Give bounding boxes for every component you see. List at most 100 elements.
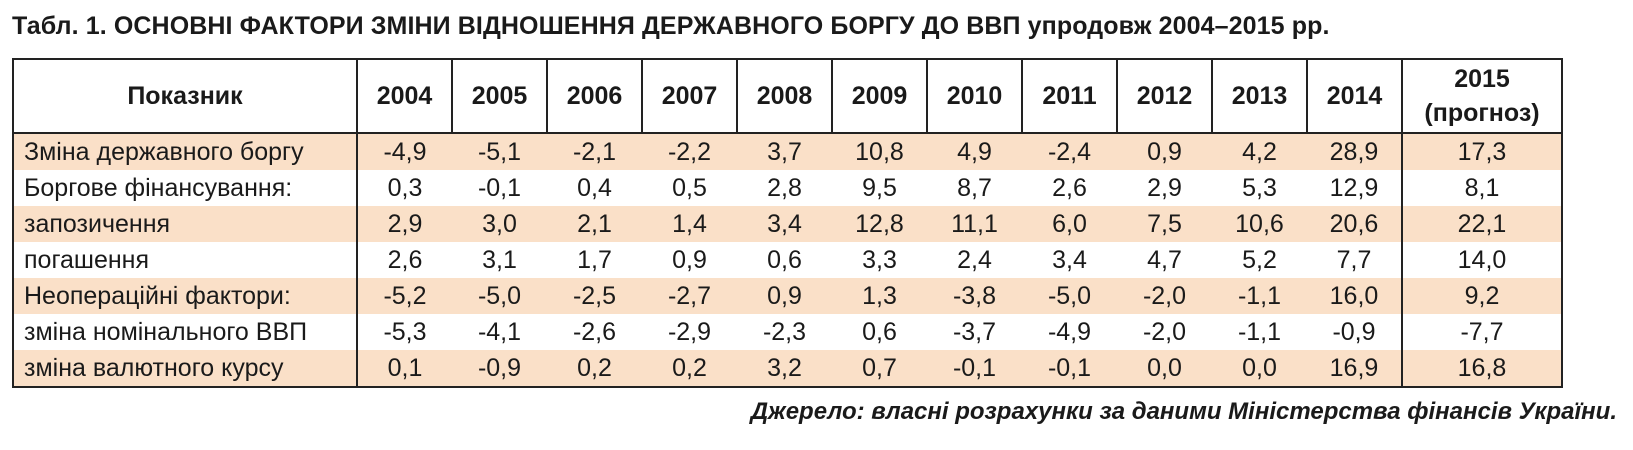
table-container: Показник 2004 2005 2006 2007 2008 2009 2… [12, 58, 1563, 388]
table-cell: 0,6 [832, 314, 927, 350]
table-body: Зміна державного боргу -4,9 -5,1 -2,1 -2,2 3,… [13, 133, 1562, 387]
header-year: 2010 [927, 59, 1023, 134]
table-cell: -0,1 [927, 350, 1022, 387]
table-cell: 4,9 [927, 133, 1022, 170]
table-cell: -0,9 [452, 350, 547, 387]
header-year: 2013 [1212, 59, 1308, 134]
table-cell: 0,0 [1117, 350, 1212, 387]
table-title: Табл. 1. ОСНОВНІ ФАКТОРИ ЗМІНИ ВІДНОШЕНН… [12, 12, 1330, 40]
table-cell: 5,3 [1212, 170, 1307, 206]
table-cell: 9,5 [832, 170, 927, 206]
table-cell: 3,1 [452, 242, 547, 278]
table-cell: 0,9 [1117, 133, 1212, 170]
table-cell: 2,9 [1117, 170, 1212, 206]
header-row: Показник 2004 2005 2006 2007 2008 2009 2… [13, 59, 1562, 134]
table-cell: 0,1 [357, 350, 452, 387]
table-cell: -2,0 [1117, 278, 1212, 314]
table-cell: -2,1 [547, 133, 642, 170]
header-year-2015: 2015 [1454, 65, 1510, 93]
table-cell: 17,3 [1402, 133, 1562, 170]
table-cell: 14,0 [1402, 242, 1562, 278]
table-cell: -7,7 [1402, 314, 1562, 350]
table-cell: 0,3 [357, 170, 452, 206]
table-cell: 0,9 [642, 242, 737, 278]
table-cell: 16,9 [1307, 350, 1403, 387]
table-cell: 28,9 [1307, 133, 1403, 170]
table-cell: 10,8 [832, 133, 927, 170]
table-cell: -2,4 [1022, 133, 1117, 170]
table-cell: 0,0 [1212, 350, 1307, 387]
table-cell: -0,1 [452, 170, 547, 206]
table-cell: -1,1 [1212, 278, 1307, 314]
table-cell: 12,8 [832, 206, 927, 242]
table-cell: 3,7 [737, 133, 832, 170]
table-cell: 12,9 [1307, 170, 1403, 206]
row-label: зміна номінального ВВП [13, 314, 358, 350]
table-cell: -3,7 [927, 314, 1022, 350]
table-cell: -2,7 [642, 278, 737, 314]
table-cell: -5,0 [452, 278, 547, 314]
table-row: Неопераційні фактори: -5,2 -5,0 -2,5 -2,7 0,9… [13, 278, 1562, 314]
table-cell: 0,7 [832, 350, 927, 387]
table-cell: -2,3 [737, 314, 832, 350]
table-cell: 8,7 [927, 170, 1022, 206]
table-cell: -4,9 [357, 133, 452, 170]
table-cell: -5,0 [1022, 278, 1117, 314]
table-row: Боргове фінансування: 0,3 -0,1 0,4 0,5 2,8 9,5… [13, 170, 1562, 206]
table-cell: 16,8 [1402, 350, 1562, 387]
header-year: 2008 [737, 59, 833, 134]
table-cell: 3,2 [737, 350, 832, 387]
table-cell: 0,5 [642, 170, 737, 206]
header-year: 2009 [832, 59, 928, 134]
table-cell: 4,7 [1117, 242, 1212, 278]
table-cell: 1,4 [642, 206, 737, 242]
table-cell: 9,2 [1402, 278, 1562, 314]
debt-factors-table: Показник 2004 2005 2006 2007 2008 2009 2… [12, 58, 1563, 388]
table-cell: -2,6 [547, 314, 642, 350]
table-cell: 5,2 [1212, 242, 1307, 278]
table-cell: 4,2 [1212, 133, 1307, 170]
table-cell: 7,5 [1117, 206, 1212, 242]
table-cell: 11,1 [927, 206, 1022, 242]
header-year: 2011 [1022, 59, 1118, 134]
table-cell: 6,0 [1022, 206, 1117, 242]
table-cell: 10,6 [1212, 206, 1307, 242]
header-year: 2006 [547, 59, 643, 134]
header-year: 2007 [642, 59, 738, 134]
table-cell: -2,2 [642, 133, 737, 170]
table-cell: -0,9 [1307, 314, 1403, 350]
row-label: Боргове фінансування: [13, 170, 358, 206]
source-note: Джерело: власні розрахунки за даними Мін… [750, 398, 1617, 425]
table-cell: 3,4 [1022, 242, 1117, 278]
table-row: Зміна державного боргу -4,9 -5,1 -2,1 -2,2 3,… [13, 133, 1562, 170]
table-cell: -0,1 [1022, 350, 1117, 387]
header-forecast-note: (прогноз) [1424, 99, 1540, 127]
table-cell: 1,3 [832, 278, 927, 314]
table-cell: -5,1 [452, 133, 547, 170]
header-year: 2012 [1117, 59, 1213, 134]
header-year-forecast: 2015 (прогноз) [1402, 59, 1562, 134]
table-cell: 0,6 [737, 242, 832, 278]
header-indicator: Показник [13, 59, 358, 134]
table-cell: 0,4 [547, 170, 642, 206]
table-cell: 2,6 [357, 242, 452, 278]
row-label: погашення [13, 242, 358, 278]
table-row: зміна номінального ВВП -5,3 -4,1 -2,6 -2,9 -2… [13, 314, 1562, 350]
table-cell: -4,1 [452, 314, 547, 350]
header-year: 2005 [452, 59, 548, 134]
table-row: зміна валютного курсу 0,1 -0,9 0,2 0,2 3,2 0,7… [13, 350, 1562, 387]
table-cell: 2,1 [547, 206, 642, 242]
row-label: запозичення [13, 206, 358, 242]
table-cell: -2,0 [1117, 314, 1212, 350]
header-year: 2014 [1307, 59, 1403, 134]
table-cell: 3,4 [737, 206, 832, 242]
table-row: запозичення 2,9 3,0 2,1 1,4 3,4 12,8 11,1 6,0 7,5… [13, 206, 1562, 242]
table-cell: -4,9 [1022, 314, 1117, 350]
table-cell: -3,8 [927, 278, 1022, 314]
table-cell: -5,2 [357, 278, 452, 314]
table-cell: 1,7 [547, 242, 642, 278]
table-cell: 7,7 [1307, 242, 1403, 278]
table-cell: 22,1 [1402, 206, 1562, 242]
table-cell: 0,2 [547, 350, 642, 387]
table-cell: 8,1 [1402, 170, 1562, 206]
